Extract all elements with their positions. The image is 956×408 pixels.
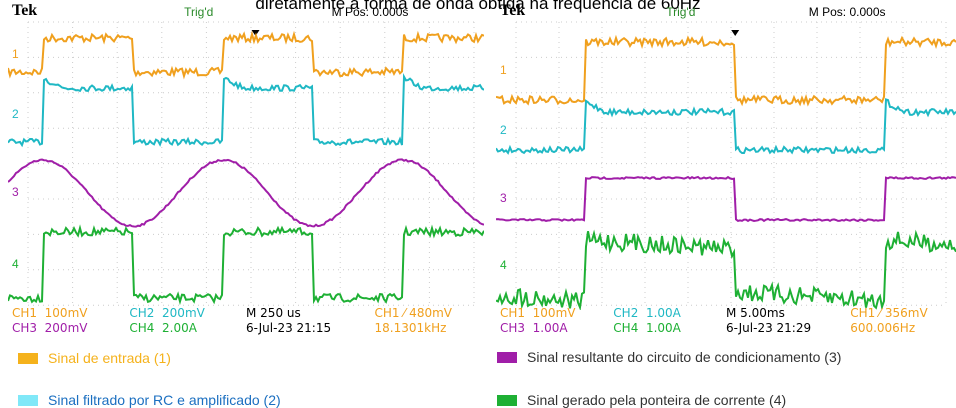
waveform: [8, 34, 484, 76]
footer-text: CH3 1.00A: [500, 321, 568, 335]
legend-label: Sinal resultante do circuito de condicio…: [527, 349, 841, 365]
channel-marker: 3: [12, 185, 19, 199]
footer-text: CH1 ⁄ 356mV: [850, 306, 927, 320]
position: M Pos: 0.000s: [809, 5, 886, 19]
legend-label: Sinal filtrado por RC e amplificado (2): [48, 392, 281, 408]
footer-text: 6-Jul-23 21:29: [726, 321, 811, 335]
legend-swatch: [18, 395, 38, 406]
footer-text: M 5.00ms: [726, 306, 785, 320]
footer-text: 18.1301kHz: [375, 321, 447, 335]
footer-text: CH2 200mV: [129, 306, 204, 320]
channel-marker: 2: [12, 107, 19, 121]
figure: diretamente a forma de onda obtida na fr…: [0, 0, 956, 408]
channel-marker: 4: [12, 257, 19, 271]
trigger-status: Trig'd: [184, 5, 213, 19]
footer-text: M 250 us: [246, 306, 301, 320]
waveform: [8, 77, 484, 145]
channel-marker: 1: [500, 63, 507, 77]
footer-text: 6-Jul-23 21:15: [246, 321, 331, 335]
waveform: [496, 100, 956, 154]
brand: Tek: [12, 2, 37, 20]
waveform: [8, 159, 484, 226]
footer-text: 600.006Hz: [850, 321, 915, 335]
scope-screen: [8, 0, 484, 310]
legend-swatch: [497, 395, 517, 406]
waveform: [496, 38, 956, 104]
trigger-status: Trig'd: [666, 5, 695, 19]
channel-marker: 2: [500, 123, 507, 137]
channel-marker: 3: [500, 191, 507, 205]
footer-text: CH3 200mV: [12, 321, 87, 335]
footer-text: CH4 2.00A: [129, 321, 197, 335]
scope-screen: [496, 0, 956, 310]
brand: Tek: [500, 2, 525, 20]
footer-text: CH2 1.00A: [613, 306, 681, 320]
footer-text: CH1 100mV: [12, 306, 87, 320]
position: M Pos: 0.000s: [332, 5, 409, 19]
footer-text: CH1 ⁄ 480mV: [375, 306, 452, 320]
footer-text: CH4 1.00A: [613, 321, 681, 335]
channel-marker: 4: [500, 258, 507, 272]
legend-label: Sinal de entrada (1): [48, 350, 171, 366]
channel-marker: 1: [12, 47, 19, 61]
waveform: [8, 228, 484, 302]
legend-swatch: [497, 352, 517, 363]
legend-swatch: [18, 353, 38, 364]
trigger-marker: [731, 30, 739, 36]
footer-text: CH1 100mV: [500, 306, 575, 320]
legend-label: Sinal gerado pela ponteira de corrente (…: [527, 392, 786, 408]
